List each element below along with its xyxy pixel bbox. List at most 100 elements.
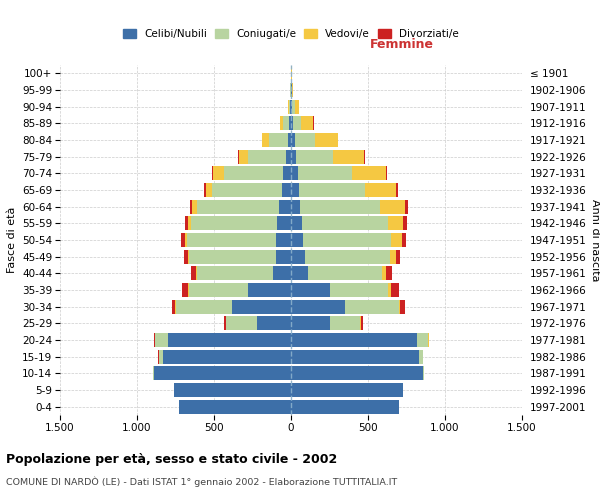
Bar <box>291 83 292 97</box>
Bar <box>302 216 388 230</box>
Bar <box>179 400 291 413</box>
Bar <box>298 166 352 180</box>
Bar <box>239 150 248 164</box>
Y-axis label: Fasce di età: Fasce di età <box>7 207 17 273</box>
Bar <box>291 200 300 214</box>
Bar <box>295 100 299 114</box>
Bar <box>278 200 291 214</box>
Bar <box>361 316 364 330</box>
Bar <box>213 166 224 180</box>
Bar <box>182 283 188 297</box>
Bar <box>291 316 329 330</box>
Bar <box>301 116 313 130</box>
Bar <box>291 350 419 364</box>
Bar <box>257 316 291 330</box>
Bar <box>295 133 315 147</box>
Bar <box>158 350 163 364</box>
Bar <box>289 116 291 130</box>
Bar <box>154 333 155 347</box>
Bar <box>163 350 291 364</box>
Bar <box>226 316 257 330</box>
Bar <box>428 333 429 347</box>
Bar <box>204 183 206 197</box>
Bar <box>172 300 175 314</box>
Bar <box>329 283 388 297</box>
Bar <box>288 133 291 147</box>
Bar <box>291 183 299 197</box>
Bar <box>155 333 168 347</box>
Bar <box>280 116 283 130</box>
Bar <box>419 350 422 364</box>
Bar <box>291 133 295 147</box>
Bar <box>277 233 291 247</box>
Bar <box>334 150 364 164</box>
Bar <box>277 216 291 230</box>
Bar <box>400 300 405 314</box>
Bar <box>212 183 282 197</box>
Bar <box>191 266 196 280</box>
Bar <box>386 266 392 280</box>
Bar <box>291 333 417 347</box>
Bar <box>293 116 301 130</box>
Bar <box>388 283 391 297</box>
Bar <box>187 233 277 247</box>
Bar <box>248 150 286 164</box>
Bar <box>417 333 428 347</box>
Legend: Celibi/Nubili, Coniugati/e, Vedovi/e, Divorziati/e: Celibi/Nubili, Coniugati/e, Vedovi/e, Di… <box>119 24 463 43</box>
Bar <box>365 183 396 197</box>
Bar <box>308 266 382 280</box>
Bar <box>181 233 185 247</box>
Bar <box>360 316 361 330</box>
Bar <box>191 216 277 230</box>
Bar <box>388 216 403 230</box>
Bar <box>188 216 191 230</box>
Bar <box>275 250 291 264</box>
Bar <box>291 383 403 397</box>
Bar <box>391 283 399 297</box>
Bar <box>188 283 190 297</box>
Bar <box>282 183 291 197</box>
Bar <box>224 316 226 330</box>
Bar <box>196 266 197 280</box>
Bar <box>154 366 291 380</box>
Bar <box>224 166 283 180</box>
Bar <box>248 283 291 297</box>
Bar <box>190 250 275 264</box>
Bar <box>262 133 269 147</box>
Bar <box>290 100 291 114</box>
Bar <box>168 333 291 347</box>
Bar <box>402 233 406 247</box>
Bar <box>184 250 188 264</box>
Bar <box>185 216 188 230</box>
Bar <box>380 200 405 214</box>
Bar <box>188 250 190 264</box>
Bar <box>153 366 154 380</box>
Bar <box>399 300 400 314</box>
Bar <box>193 200 197 214</box>
Bar <box>272 266 291 280</box>
Bar <box>206 183 212 197</box>
Bar <box>238 150 239 164</box>
Bar <box>364 150 365 164</box>
Bar <box>283 166 291 180</box>
Bar <box>289 100 290 114</box>
Bar <box>345 300 399 314</box>
Bar <box>291 366 424 380</box>
Bar <box>212 166 213 180</box>
Bar <box>269 133 288 147</box>
Bar <box>283 116 289 130</box>
Bar <box>291 116 293 130</box>
Bar <box>291 283 329 297</box>
Text: Femmine: Femmine <box>370 38 434 51</box>
Bar <box>403 216 407 230</box>
Bar <box>291 250 305 264</box>
Bar <box>190 283 248 297</box>
Bar <box>291 150 296 164</box>
Bar <box>382 266 386 280</box>
Text: COMUNE DI NARDÒ (LE) - Dati ISTAT 1° gennaio 2002 - Elaborazione TUTTITALIA.IT: COMUNE DI NARDÒ (LE) - Dati ISTAT 1° gen… <box>6 476 397 487</box>
Bar <box>389 250 396 264</box>
Bar <box>174 383 291 397</box>
Bar <box>329 316 360 330</box>
Bar <box>175 300 176 314</box>
Bar <box>352 166 386 180</box>
